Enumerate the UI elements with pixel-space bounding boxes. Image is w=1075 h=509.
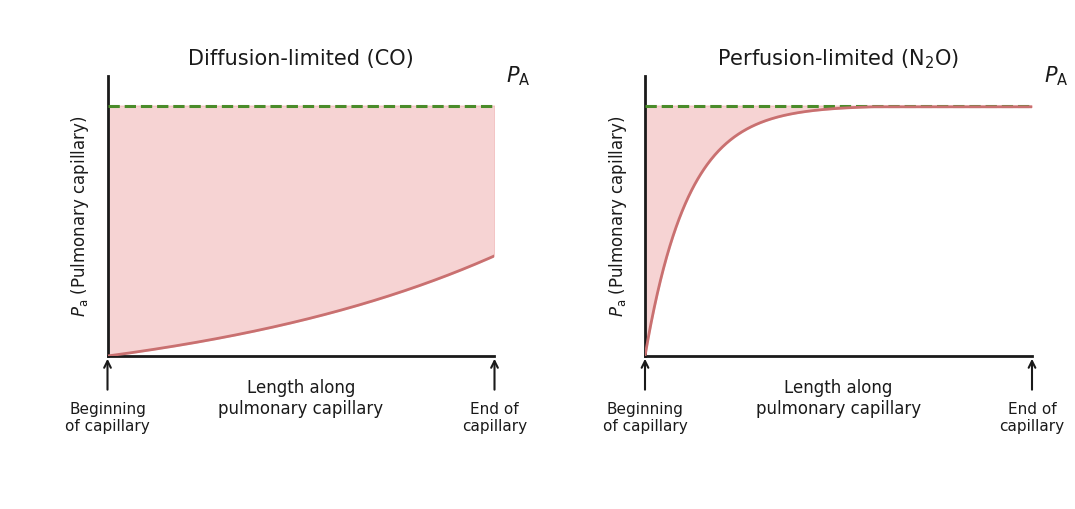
Text: End of
capillary: End of capillary bbox=[462, 401, 527, 434]
Text: $P_{\mathrm{a}}$ (Pulmonary capillary): $P_{\mathrm{a}}$ (Pulmonary capillary) bbox=[70, 116, 91, 317]
Title: Diffusion-limited (CO): Diffusion-limited (CO) bbox=[188, 49, 414, 69]
Text: Length along
pulmonary capillary: Length along pulmonary capillary bbox=[756, 379, 921, 417]
Text: End of
capillary: End of capillary bbox=[1000, 401, 1064, 434]
Title: Perfusion-limited (N$_2$O): Perfusion-limited (N$_2$O) bbox=[717, 47, 960, 71]
Text: Beginning
of capillary: Beginning of capillary bbox=[66, 401, 149, 434]
Text: $P_{\mathrm{A}}$: $P_{\mathrm{A}}$ bbox=[1044, 65, 1069, 88]
Text: $P_{\mathrm{a}}$ (Pulmonary capillary): $P_{\mathrm{a}}$ (Pulmonary capillary) bbox=[607, 116, 629, 317]
Text: $P_{\mathrm{A}}$: $P_{\mathrm{A}}$ bbox=[506, 65, 531, 88]
Text: Length along
pulmonary capillary: Length along pulmonary capillary bbox=[218, 379, 384, 417]
Text: Beginning
of capillary: Beginning of capillary bbox=[603, 401, 687, 434]
